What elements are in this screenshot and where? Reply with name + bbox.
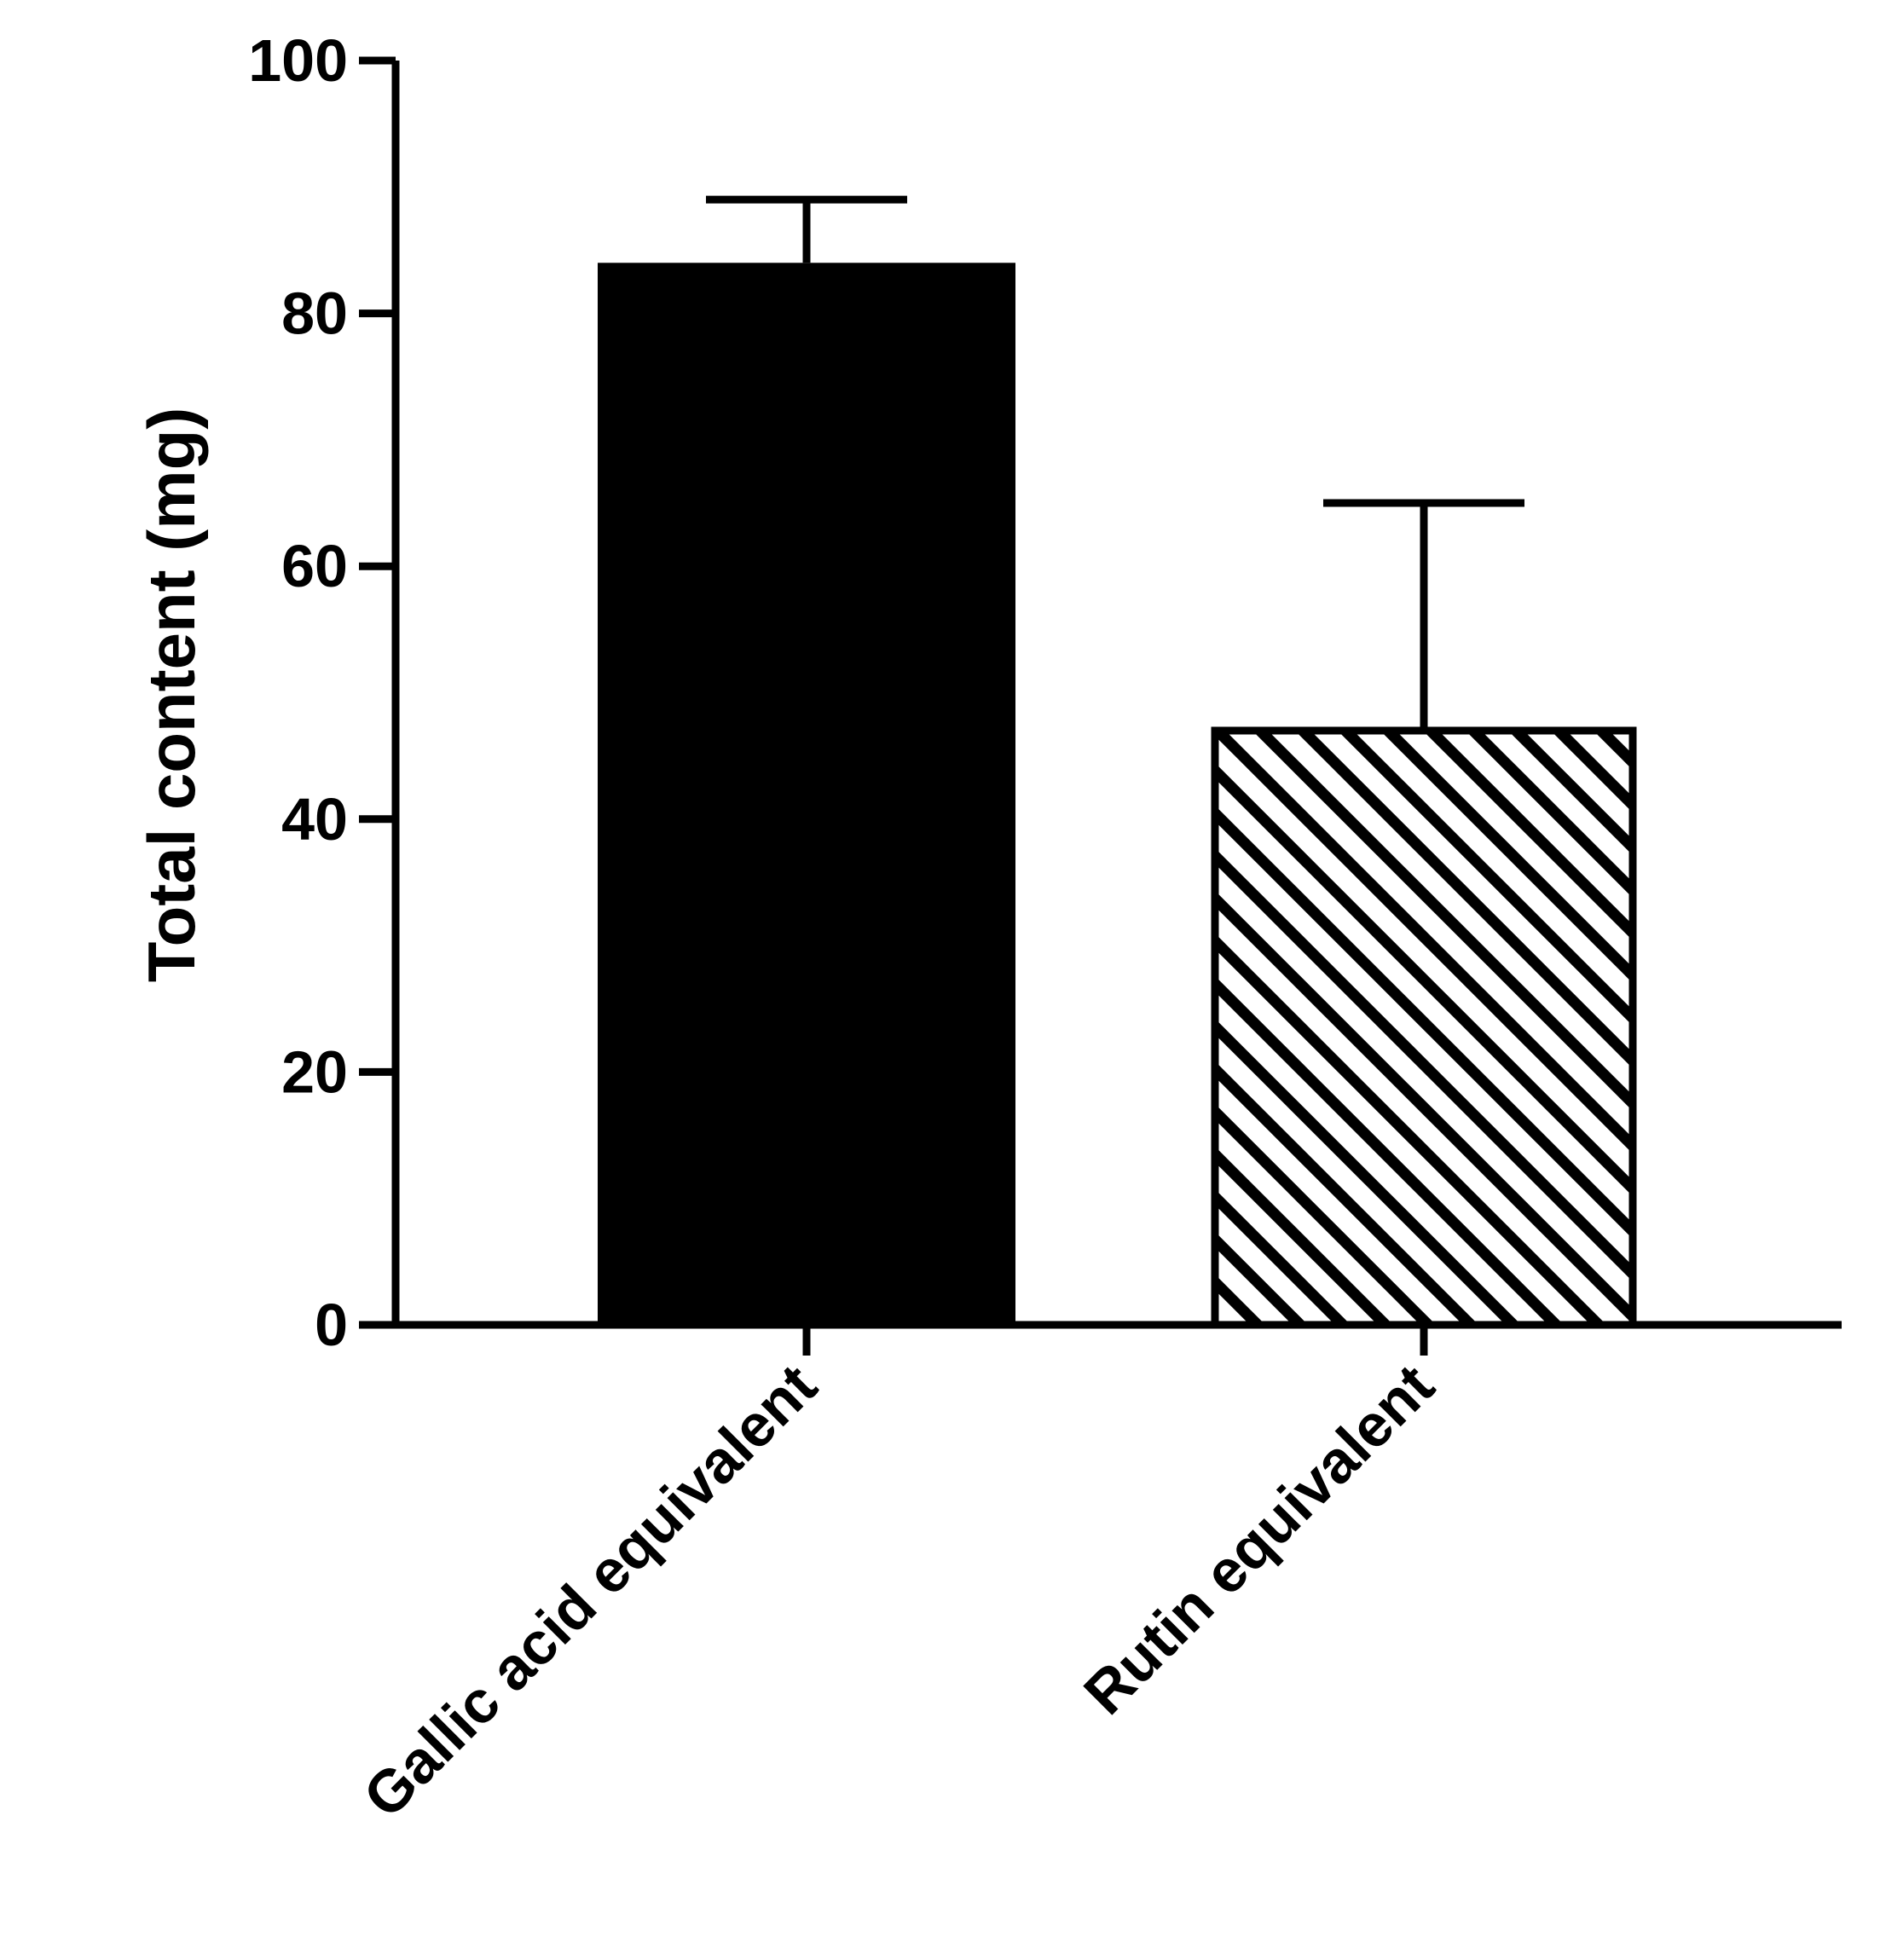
hatch-line xyxy=(1644,731,1880,1325)
x-axis-ticks: Gallic acid equivalent Rutin equivalent xyxy=(350,1325,1447,1830)
bar-1 xyxy=(598,263,1015,1325)
bar-2 xyxy=(1211,726,1880,1329)
hatch-line xyxy=(1215,1103,1432,1325)
error-bar-2 xyxy=(1323,499,1524,731)
hatch-line xyxy=(1215,890,1633,1325)
y-tick-label-40: 40 xyxy=(281,786,348,853)
error-bars xyxy=(706,195,1524,731)
hatch-line xyxy=(1215,975,1560,1325)
hatch-line xyxy=(1215,1061,1475,1325)
hatch-line xyxy=(1215,1188,1347,1325)
hatch-line xyxy=(1215,847,1633,1282)
hatch-line xyxy=(1469,730,1633,899)
x-tick-label-1: Gallic acid equivalent xyxy=(350,1351,829,1830)
hatch-line xyxy=(1512,730,1633,856)
y-tick-label-20: 20 xyxy=(281,1038,348,1105)
hatch-line xyxy=(1384,730,1633,984)
hatch-line xyxy=(1597,730,1633,771)
hatch-line xyxy=(1341,730,1633,1026)
bars xyxy=(598,263,1880,1329)
y-tick-label-0: 0 xyxy=(315,1292,348,1358)
y-tick-label-60: 60 xyxy=(281,533,348,599)
hatch-line xyxy=(1215,762,1633,1197)
y-tick-label-80: 80 xyxy=(281,280,348,347)
hatch-line xyxy=(1215,805,1633,1240)
y-tick-label-100: 100 xyxy=(248,27,348,94)
hatch-line xyxy=(1426,730,1633,941)
hatch-line xyxy=(1256,730,1633,1112)
hatch-line xyxy=(1215,730,1633,1154)
y-axis-ticks: 0 20 40 60 80 100 xyxy=(248,27,396,1358)
hatch-line xyxy=(1215,1146,1390,1325)
x-tick-label-2: Rutin equivalent xyxy=(1071,1351,1446,1726)
hatch-line xyxy=(1299,730,1633,1069)
hatch-line xyxy=(1215,933,1603,1325)
error-bar-1 xyxy=(706,195,907,263)
y-axis-title: Total content (mg) xyxy=(134,408,209,982)
